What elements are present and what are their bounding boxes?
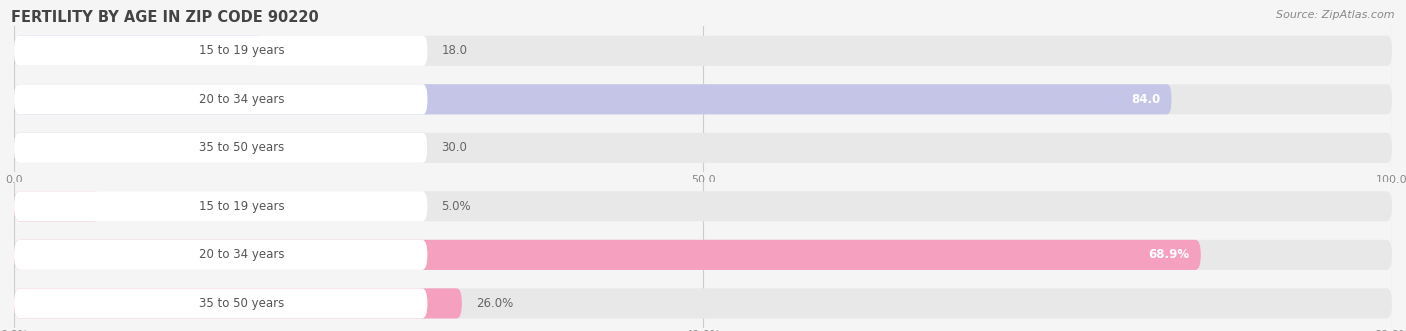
FancyBboxPatch shape xyxy=(14,240,1392,270)
Text: FERTILITY BY AGE IN ZIP CODE 90220: FERTILITY BY AGE IN ZIP CODE 90220 xyxy=(11,10,319,25)
Text: Source: ZipAtlas.com: Source: ZipAtlas.com xyxy=(1277,10,1395,20)
Text: 35 to 50 years: 35 to 50 years xyxy=(198,141,284,154)
Text: 18.0: 18.0 xyxy=(441,44,467,57)
FancyBboxPatch shape xyxy=(14,288,427,318)
Text: 68.9%: 68.9% xyxy=(1149,248,1189,261)
Text: 30.0: 30.0 xyxy=(441,141,467,154)
FancyBboxPatch shape xyxy=(14,240,427,270)
FancyBboxPatch shape xyxy=(14,288,1392,318)
FancyBboxPatch shape xyxy=(14,36,262,66)
Text: 5.0%: 5.0% xyxy=(441,200,471,213)
FancyBboxPatch shape xyxy=(14,36,427,66)
Text: 35 to 50 years: 35 to 50 years xyxy=(198,297,284,310)
FancyBboxPatch shape xyxy=(14,191,1392,221)
Text: 26.0%: 26.0% xyxy=(475,297,513,310)
Text: 20 to 34 years: 20 to 34 years xyxy=(198,93,284,106)
FancyBboxPatch shape xyxy=(14,191,427,221)
Text: 20 to 34 years: 20 to 34 years xyxy=(198,248,284,261)
FancyBboxPatch shape xyxy=(14,133,1392,163)
FancyBboxPatch shape xyxy=(14,133,427,163)
FancyBboxPatch shape xyxy=(14,84,427,114)
Text: 15 to 19 years: 15 to 19 years xyxy=(198,44,284,57)
FancyBboxPatch shape xyxy=(14,288,463,318)
FancyBboxPatch shape xyxy=(14,133,427,163)
Text: 84.0: 84.0 xyxy=(1132,93,1160,106)
FancyBboxPatch shape xyxy=(14,84,1392,114)
FancyBboxPatch shape xyxy=(14,84,1171,114)
FancyBboxPatch shape xyxy=(14,240,1201,270)
Text: 15 to 19 years: 15 to 19 years xyxy=(198,200,284,213)
FancyBboxPatch shape xyxy=(14,191,100,221)
FancyBboxPatch shape xyxy=(14,36,1392,66)
